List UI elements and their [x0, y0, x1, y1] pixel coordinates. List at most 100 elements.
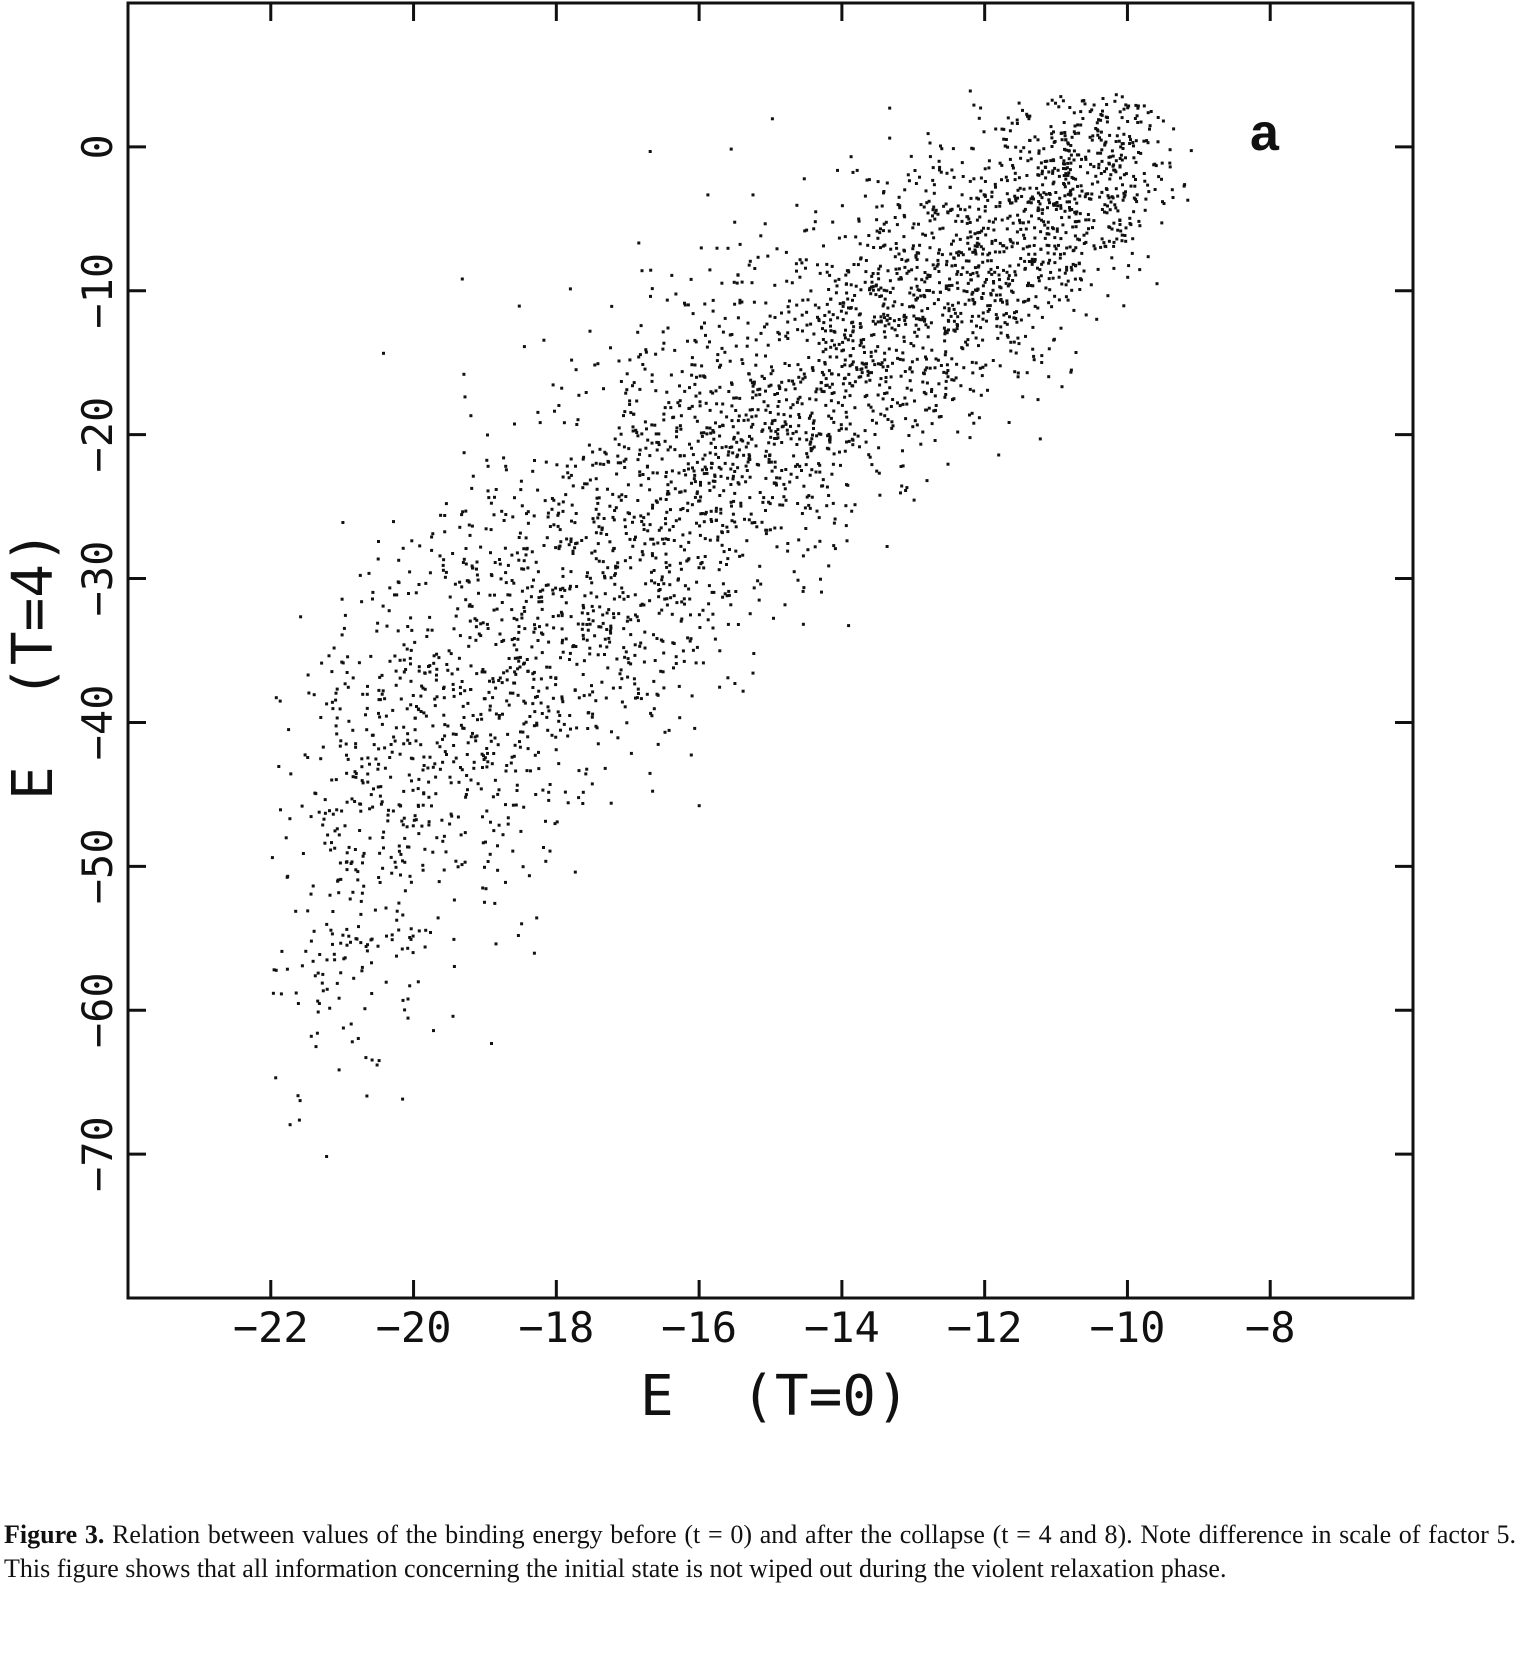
data-point — [991, 359, 995, 362]
data-point — [1092, 103, 1096, 107]
data-point — [701, 608, 705, 612]
data-point — [403, 836, 407, 840]
data-point — [733, 520, 737, 524]
data-point — [824, 403, 828, 407]
data-point — [514, 672, 518, 676]
data-point — [1015, 310, 1018, 314]
data-point — [366, 943, 369, 947]
data-point — [1104, 140, 1108, 144]
data-point — [605, 611, 609, 615]
data-point — [624, 457, 628, 461]
data-point — [786, 549, 790, 553]
data-point — [972, 103, 976, 107]
data-point — [756, 408, 760, 412]
data-point — [406, 946, 410, 950]
data-point — [944, 379, 948, 383]
data-point — [926, 325, 930, 329]
data-point — [1040, 211, 1044, 215]
data-point — [825, 262, 829, 266]
data-point — [669, 596, 673, 600]
data-point — [1124, 239, 1128, 243]
data-point — [903, 319, 907, 322]
data-point — [919, 442, 923, 446]
data-point — [1048, 288, 1052, 292]
data-point — [341, 521, 345, 524]
data-point — [491, 696, 495, 700]
data-point — [394, 683, 398, 687]
data-point — [533, 627, 537, 631]
data-point — [776, 392, 779, 395]
data-point — [1047, 261, 1051, 265]
data-point — [1002, 268, 1005, 272]
data-point — [714, 421, 717, 425]
data-point — [719, 410, 723, 414]
data-point — [642, 603, 646, 607]
data-point — [394, 865, 398, 869]
data-point — [432, 1029, 435, 1033]
data-point — [800, 261, 804, 265]
data-point — [970, 411, 974, 415]
data-point — [683, 602, 686, 606]
data-point — [763, 325, 766, 329]
data-point — [903, 265, 907, 269]
data-point — [451, 682, 455, 686]
data-point — [849, 283, 853, 287]
data-point — [1063, 162, 1067, 166]
data-point — [705, 467, 708, 471]
data-point — [870, 280, 874, 284]
data-point — [947, 309, 951, 313]
data-point — [700, 364, 704, 368]
data-point — [470, 564, 474, 568]
data-point — [1036, 206, 1040, 210]
data-point — [750, 437, 754, 441]
data-point — [1027, 281, 1030, 285]
data-point — [377, 1059, 381, 1063]
data-point — [707, 584, 711, 588]
data-point — [347, 719, 351, 723]
data-point — [1090, 192, 1094, 196]
data-point — [762, 377, 766, 380]
data-point — [581, 633, 585, 637]
data-point — [764, 301, 768, 305]
data-point — [321, 745, 325, 749]
data-point — [624, 650, 628, 654]
data-point — [329, 848, 333, 852]
data-point — [1134, 139, 1138, 143]
data-point — [493, 736, 497, 740]
data-point — [395, 593, 399, 597]
data-point — [684, 473, 688, 477]
data-point — [923, 317, 927, 321]
data-point — [748, 475, 752, 479]
data-point — [593, 634, 597, 638]
data-point — [468, 636, 472, 640]
data-point — [870, 371, 873, 375]
data-point — [615, 657, 619, 661]
data-point — [1078, 238, 1081, 242]
data-point — [1133, 117, 1137, 120]
data-point — [1016, 336, 1020, 340]
data-point — [761, 500, 765, 504]
data-point — [771, 419, 775, 423]
data-point — [1001, 300, 1004, 304]
data-point — [944, 386, 948, 390]
data-point — [1026, 284, 1029, 288]
data-point — [690, 356, 694, 360]
x-tick-label: −16 — [661, 1303, 737, 1352]
data-point — [932, 409, 936, 413]
data-point — [1069, 161, 1073, 165]
data-point — [730, 519, 734, 523]
data-point — [871, 272, 875, 275]
data-point — [1000, 163, 1004, 167]
data-point — [733, 491, 737, 495]
data-point — [580, 539, 584, 542]
data-point — [359, 809, 363, 813]
data-point — [782, 495, 786, 499]
data-point — [1122, 191, 1126, 195]
data-point — [1119, 153, 1123, 157]
data-point — [982, 193, 986, 197]
data-point — [1127, 264, 1131, 268]
data-point — [382, 351, 385, 355]
data-point — [557, 511, 561, 515]
data-point — [727, 593, 731, 597]
data-point — [652, 542, 656, 546]
